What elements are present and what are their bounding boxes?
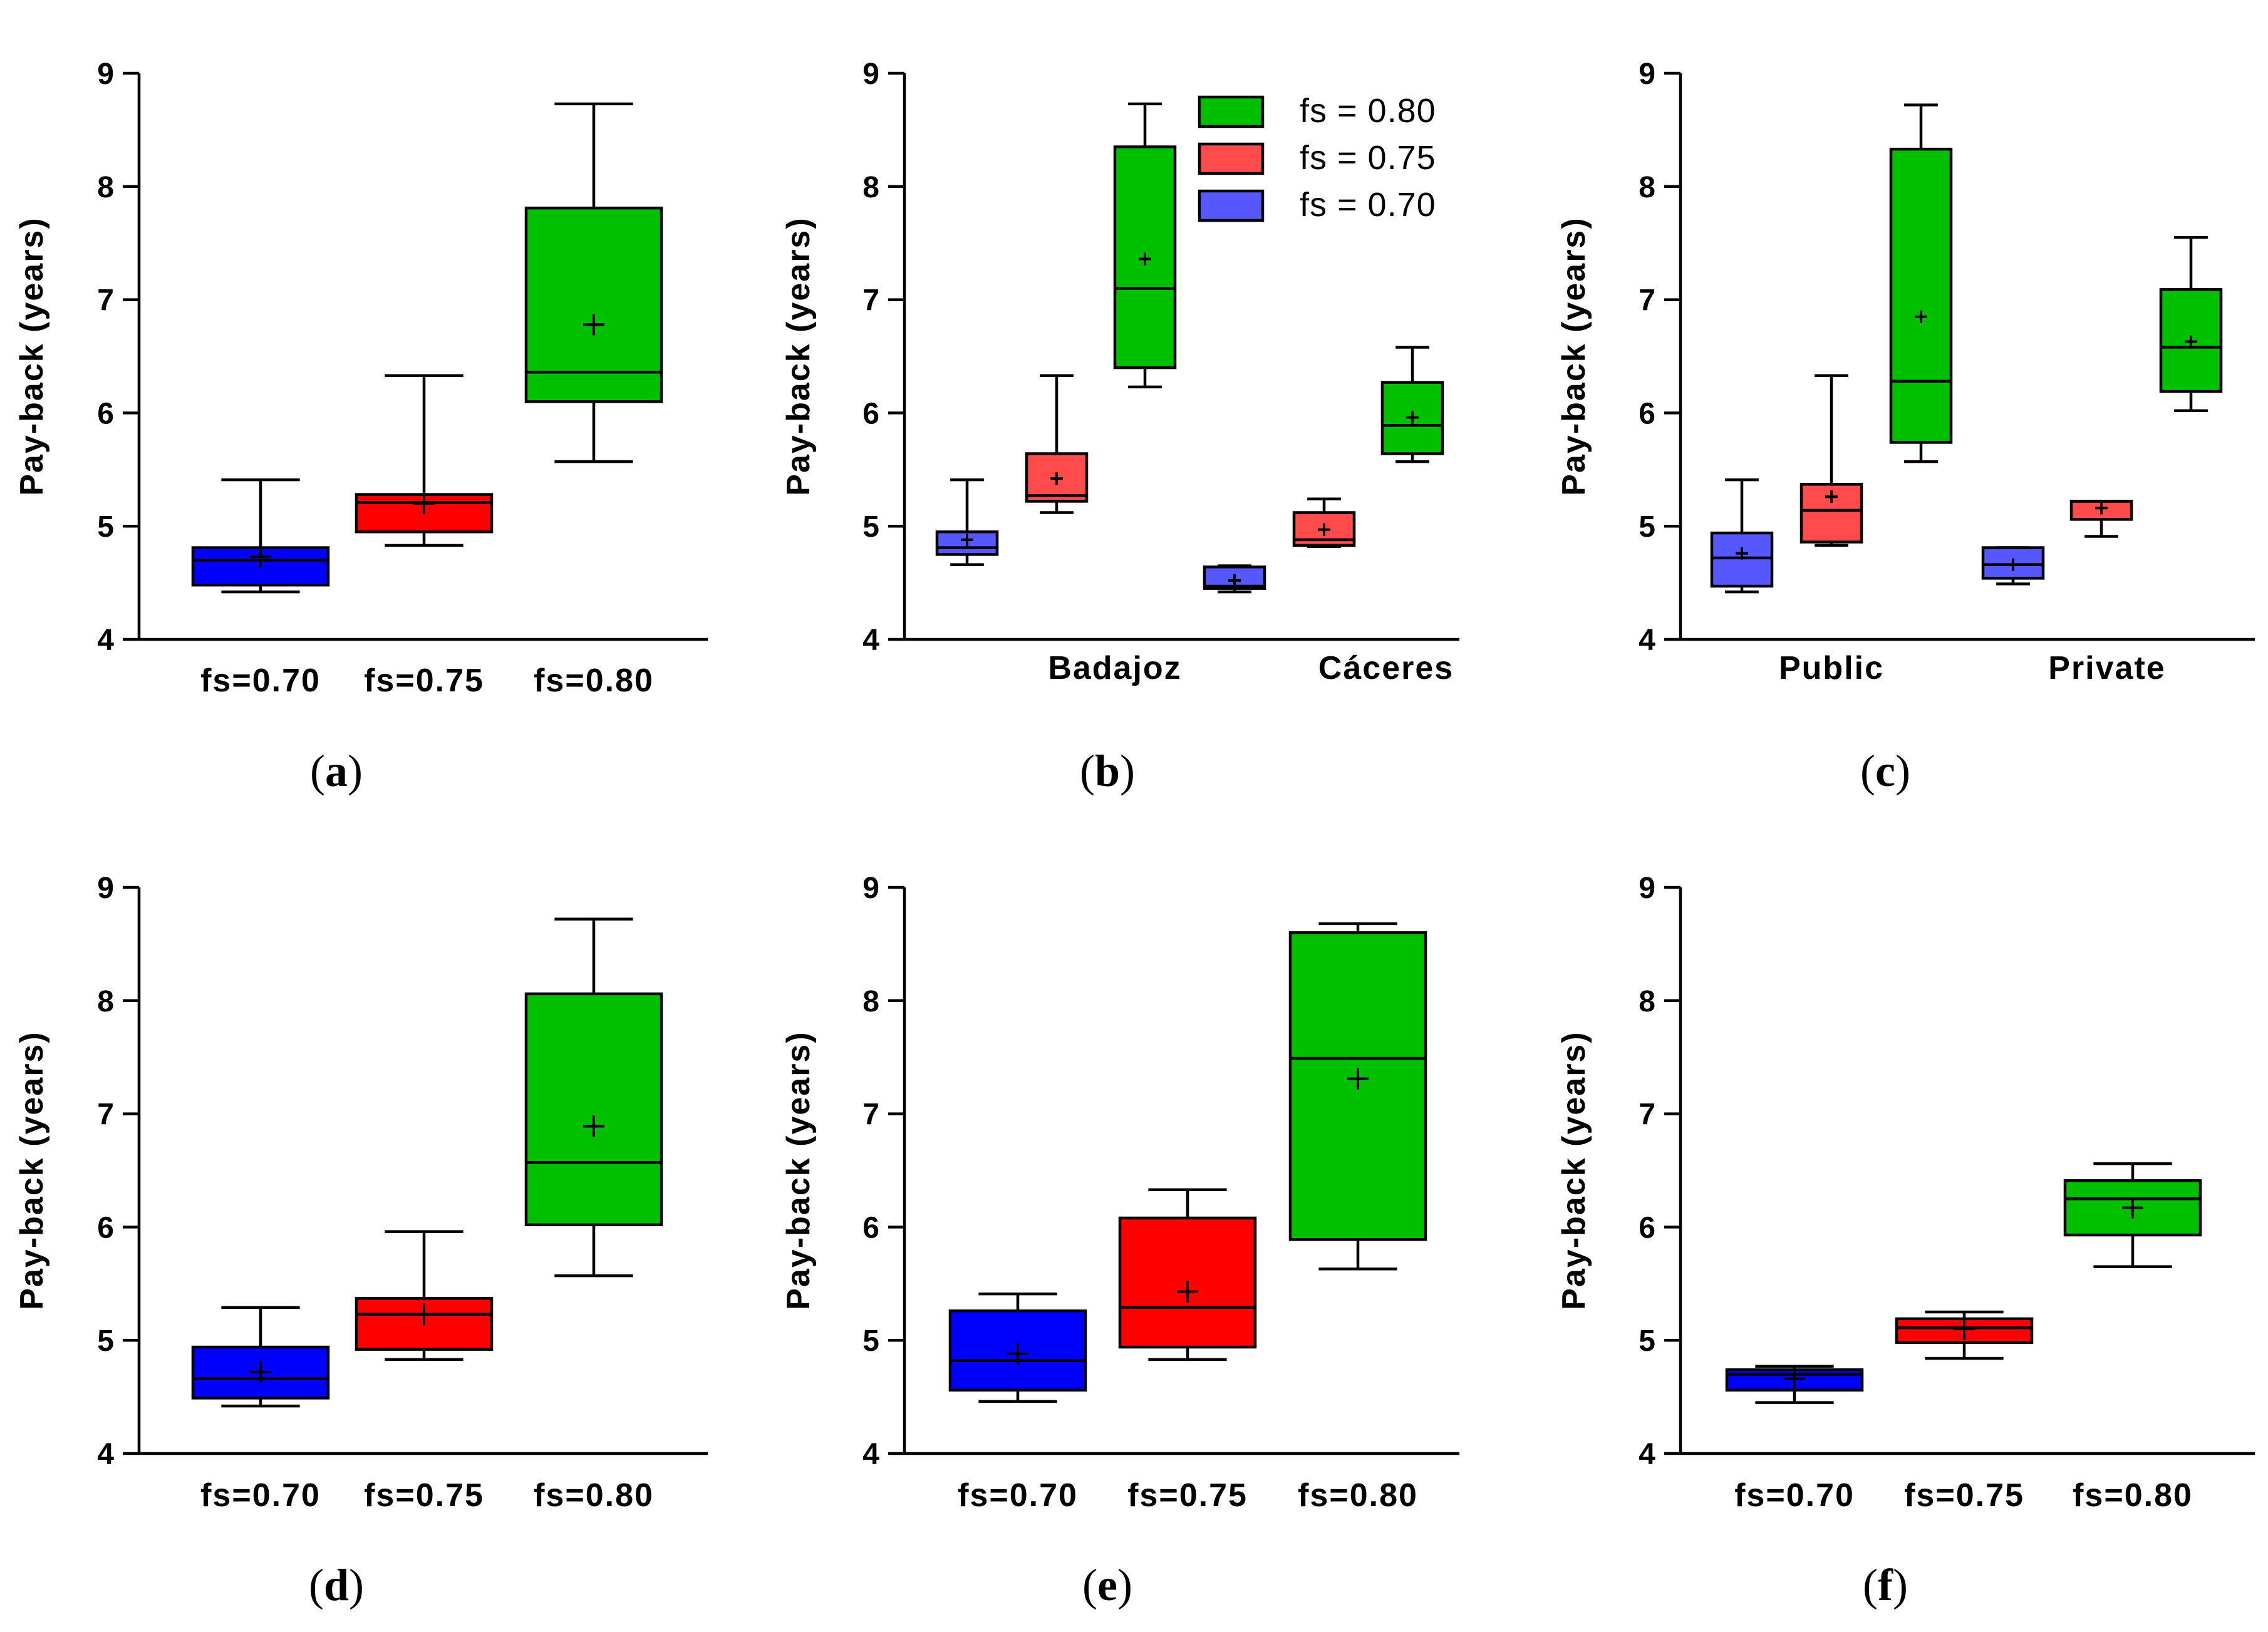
box <box>524 206 663 403</box>
y-tick-label: 6 <box>97 397 114 430</box>
y-axis-label: Pay-back (years) <box>780 1031 817 1309</box>
panel-b: 4 5 6 7 8 9 Pay-back (years) Badajoz Cáceres (b) f… <box>780 58 1459 796</box>
y-tick-label: 4 <box>862 1438 879 1471</box>
panel-caption: (f) <box>1863 1560 1908 1610</box>
y-tick-label: 4 <box>97 624 114 657</box>
x-category-label: fs=0.80 <box>1298 1477 1418 1514</box>
x-category-label: fs=0.80 <box>534 1477 654 1514</box>
y-tick-label: 4 <box>1639 1438 1655 1471</box>
y-tick-label: 6 <box>1639 1211 1655 1244</box>
panel-a: 4 5 6 7 8 9 Pay-back (years) fs=0.70 fs=0.75 fs=0… <box>14 58 708 796</box>
x-group-label: Cáceres <box>1318 650 1454 686</box>
y-tick-label: 8 <box>97 171 114 204</box>
y-tick-label: 9 <box>1639 58 1655 91</box>
y-tick-label: 9 <box>862 58 879 91</box>
x-category-label: fs=0.75 <box>364 663 484 699</box>
y-tick-label: 5 <box>1639 510 1655 544</box>
legend-label: fs = 0.80 <box>1300 92 1436 130</box>
y-tick-label: 5 <box>862 510 879 544</box>
y-tick-label: 7 <box>97 1098 114 1132</box>
y-tick-label: 7 <box>862 284 879 318</box>
legend-swatch <box>1198 189 1265 222</box>
x-category-label: fs=0.75 <box>1127 1477 1248 1514</box>
x-category-label: fs=0.70 <box>958 1477 1078 1514</box>
legend: fs = 0.80 fs = 0.75 fs = 0.70 <box>1198 92 1436 224</box>
y-axis-label: Pay-back (years) <box>780 217 817 495</box>
panel-caption: (d) <box>309 1560 364 1610</box>
y-tick-label: 8 <box>1639 171 1655 204</box>
x-group-label: Public <box>1779 650 1884 686</box>
panel-caption: (a) <box>310 746 363 796</box>
legend-label: fs = 0.75 <box>1300 139 1436 177</box>
y-tick-label: 5 <box>862 1325 879 1358</box>
y-tick-label: 4 <box>862 624 879 657</box>
y-axis-label: Pay-back (years) <box>1556 1031 1592 1309</box>
y-tick-label: 9 <box>1639 872 1655 905</box>
y-tick-label: 4 <box>1639 624 1655 657</box>
y-axis-label: Pay-back (years) <box>14 1031 50 1309</box>
y-tick-label: 9 <box>97 58 114 91</box>
x-category-label: fs=0.75 <box>364 1477 484 1514</box>
panel-caption: (e) <box>1082 1560 1132 1610</box>
x-group-label: Private <box>2048 650 2165 686</box>
legend-swatch <box>1198 95 1265 128</box>
x-category-label: fs=0.70 <box>200 663 321 699</box>
panel-d: 4 5 6 7 8 9 Pay-back (years) fs=0.70 fs=0.75 fs=0… <box>14 872 708 1610</box>
y-tick-label: 7 <box>97 284 114 318</box>
panel-caption: (c) <box>1860 746 1910 796</box>
y-tick-label: 8 <box>862 171 879 204</box>
y-axis-label: Pay-back (years) <box>14 217 50 495</box>
legend-swatch <box>1198 142 1265 175</box>
x-group-label: Badajoz <box>1048 650 1181 686</box>
panel-f: 4 5 6 7 8 9 Pay-back (years) fs=0.70 fs=0.75 fs=0… <box>1556 872 2255 1610</box>
y-tick-label: 4 <box>97 1438 114 1471</box>
y-tick-label: 6 <box>862 397 879 430</box>
x-category-label: fs=0.70 <box>1734 1477 1855 1514</box>
y-axis-label: Pay-back (years) <box>1556 217 1592 495</box>
y-tick-label: 9 <box>97 872 114 905</box>
y-tick-label: 7 <box>1639 284 1655 318</box>
y-tick-label: 6 <box>1639 397 1655 430</box>
box <box>948 1309 1087 1392</box>
y-tick-label: 8 <box>862 985 879 1018</box>
panel-e: 4 5 6 7 8 9 Pay-back (years) fs=0.70 fs=0.75 fs=0… <box>780 872 1459 1610</box>
y-tick-label: 7 <box>1639 1098 1655 1132</box>
x-category-label: fs=0.80 <box>2073 1477 2193 1514</box>
x-category-label: fs=0.75 <box>1904 1477 2024 1514</box>
x-category-label: fs=0.70 <box>200 1477 321 1514</box>
box <box>1889 147 1953 444</box>
y-tick-label: 7 <box>862 1098 879 1132</box>
y-tick-label: 6 <box>862 1211 879 1244</box>
y-tick-label: 6 <box>97 1211 114 1244</box>
y-tick-label: 5 <box>97 1325 114 1358</box>
y-tick-label: 5 <box>1639 1325 1655 1358</box>
y-tick-label: 8 <box>1639 985 1655 1018</box>
y-tick-label: 5 <box>97 510 114 544</box>
x-category-label: fs=0.80 <box>534 663 654 699</box>
y-tick-label: 9 <box>862 872 879 905</box>
legend-label: fs = 0.70 <box>1300 186 1436 224</box>
panel-c: 4 5 6 7 8 9 Pay-back (years) Public Private (c) <box>1556 58 2255 796</box>
y-tick-label: 8 <box>97 985 114 1018</box>
panel-caption: (b) <box>1080 746 1135 796</box>
box <box>524 992 663 1227</box>
